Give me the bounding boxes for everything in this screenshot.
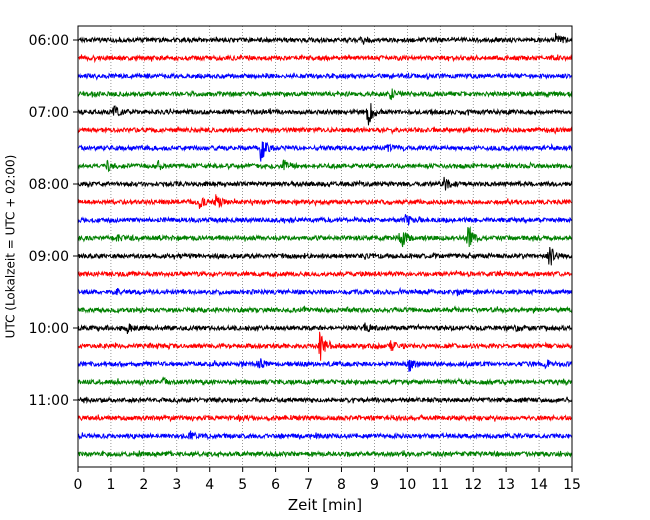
y-tick-label: 10:00 bbox=[29, 321, 69, 337]
x-tick-label: 13 bbox=[497, 477, 515, 493]
x-tick-label: 1 bbox=[106, 477, 115, 493]
seismogram-trace bbox=[77, 32, 573, 45]
seismogram-trace bbox=[77, 246, 573, 266]
x-tick-label: 12 bbox=[464, 477, 482, 493]
x-tick-label: 2 bbox=[139, 477, 148, 493]
seismogram-trace bbox=[77, 376, 573, 387]
seismogram-trace bbox=[77, 395, 573, 405]
seismogram-trace bbox=[77, 225, 573, 248]
seismogram-trace bbox=[77, 331, 573, 361]
x-tick-label: 7 bbox=[304, 477, 313, 493]
seismogram-trace bbox=[77, 176, 573, 191]
seismogram-trace bbox=[77, 141, 573, 162]
x-tick-label: 9 bbox=[370, 477, 379, 493]
seismogram-trace bbox=[77, 358, 573, 373]
seismogram-trace bbox=[77, 322, 573, 335]
seismogram-trace bbox=[77, 286, 573, 297]
y-tick-label: 08:00 bbox=[29, 177, 69, 193]
x-tick-label: 15 bbox=[563, 477, 581, 493]
seismogram-trace bbox=[77, 125, 573, 136]
x-tick-label: 0 bbox=[74, 477, 83, 493]
seismogram-trace bbox=[77, 72, 573, 81]
y-tick-label: 07:00 bbox=[29, 105, 69, 121]
y-axis-label: UTC (Lokalzeit = UTC + 02:00) bbox=[4, 155, 18, 339]
x-tick-label: 8 bbox=[337, 477, 346, 493]
seismogram-trace bbox=[77, 194, 573, 209]
y-tick-label: 09:00 bbox=[29, 249, 69, 265]
x-tick-label: 11 bbox=[431, 477, 449, 493]
x-tick-label: 4 bbox=[205, 477, 214, 493]
seismogram-trace bbox=[77, 88, 573, 101]
seismogram-trace bbox=[77, 53, 573, 64]
seismogram-trace bbox=[77, 214, 573, 227]
y-tick-label: 06:00 bbox=[29, 33, 69, 49]
x-tick-label: 10 bbox=[398, 477, 416, 493]
x-tick-label: 6 bbox=[271, 477, 280, 493]
x-tick-label: 5 bbox=[238, 477, 247, 493]
seismogram-trace bbox=[77, 413, 573, 423]
seismogram-trace bbox=[77, 103, 573, 126]
x-axis-label: Zeit [min] bbox=[288, 496, 362, 514]
y-axis-ticks: 06:00 07:00 08:00 09:00 10:00 11:00 bbox=[29, 33, 78, 409]
seismogram-trace bbox=[77, 270, 573, 279]
y-tick-label: 11:00 bbox=[29, 393, 69, 409]
x-tick-label: 14 bbox=[530, 477, 548, 493]
seismogram-trace bbox=[77, 449, 573, 459]
seismogram-trace bbox=[77, 305, 573, 314]
trace-group bbox=[77, 32, 573, 459]
seismogram-trace bbox=[77, 430, 573, 441]
x-axis-ticks: 0 1 2 3 4 5 6 7 8 9 10 11 12 13 14 15 bbox=[74, 467, 581, 493]
plot-frame bbox=[77, 25, 573, 468]
x-tick-label: 3 bbox=[172, 477, 181, 493]
seismogram-trace bbox=[77, 159, 573, 173]
